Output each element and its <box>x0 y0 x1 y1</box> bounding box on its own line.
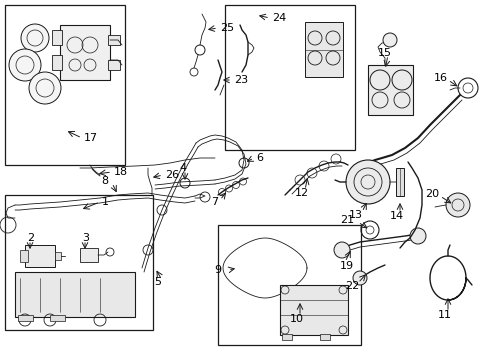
Bar <box>80 248 98 262</box>
Text: 10: 10 <box>289 314 304 324</box>
Text: 1: 1 <box>102 197 109 207</box>
Text: 12: 12 <box>294 188 308 198</box>
Circle shape <box>9 49 41 81</box>
Text: 22: 22 <box>345 281 359 291</box>
Bar <box>25 245 55 267</box>
Bar <box>218 225 360 345</box>
Bar <box>108 60 120 70</box>
Text: 18: 18 <box>114 167 128 177</box>
Text: 21: 21 <box>339 215 353 225</box>
Bar <box>15 272 135 317</box>
Text: 25: 25 <box>220 23 234 33</box>
Text: 13: 13 <box>348 210 362 220</box>
Text: 2: 2 <box>27 233 34 243</box>
Text: 5: 5 <box>154 277 161 287</box>
Bar <box>52 55 62 70</box>
Bar <box>20 250 28 262</box>
Text: 3: 3 <box>82 233 89 243</box>
Text: 17: 17 <box>84 133 98 143</box>
Bar <box>282 334 291 340</box>
Circle shape <box>382 33 396 47</box>
Text: 14: 14 <box>389 211 403 221</box>
Text: 24: 24 <box>271 13 285 23</box>
Text: 4: 4 <box>179 163 186 173</box>
Circle shape <box>346 160 389 204</box>
Bar <box>5 5 125 165</box>
Bar <box>395 168 403 196</box>
Bar <box>18 315 33 321</box>
Text: 19: 19 <box>339 261 353 271</box>
Text: 11: 11 <box>437 310 451 320</box>
Circle shape <box>21 24 49 52</box>
Bar <box>280 285 347 335</box>
Bar <box>50 315 65 321</box>
Text: 20: 20 <box>424 189 438 199</box>
Circle shape <box>29 72 61 104</box>
Bar <box>319 334 329 340</box>
Bar <box>305 22 342 77</box>
Circle shape <box>445 193 469 217</box>
Bar <box>5 195 153 330</box>
Text: 7: 7 <box>210 197 218 207</box>
Text: 6: 6 <box>256 153 263 163</box>
Bar <box>60 25 110 80</box>
Text: 16: 16 <box>433 73 447 83</box>
Text: 23: 23 <box>234 75 247 85</box>
Text: 15: 15 <box>377 48 391 58</box>
Text: 26: 26 <box>164 170 179 180</box>
Bar <box>108 35 120 45</box>
Circle shape <box>352 271 366 285</box>
Text: 9: 9 <box>214 265 221 275</box>
Bar <box>367 65 412 115</box>
Circle shape <box>333 242 349 258</box>
Bar <box>55 252 61 260</box>
Bar <box>224 5 354 150</box>
Bar <box>52 30 62 45</box>
Text: 8: 8 <box>101 176 108 186</box>
Circle shape <box>409 228 425 244</box>
